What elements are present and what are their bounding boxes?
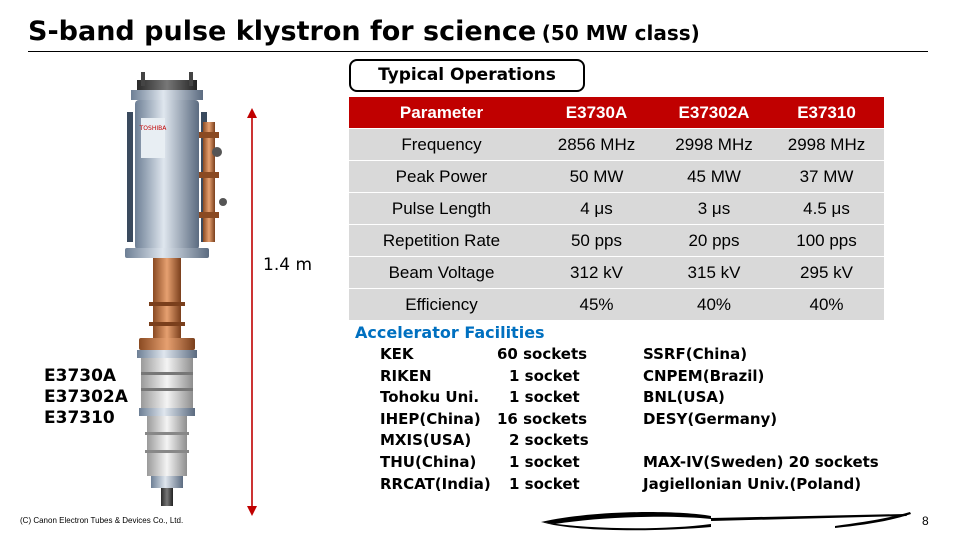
table-row: Efficiency 45% 40% 40% <box>349 288 884 320</box>
table-row: Pulse Length 4 μs 3 μs 4.5 μs <box>349 192 884 224</box>
list-item: DESY(Germany) <box>643 409 778 428</box>
facility-name: MXIS(USA) <box>380 431 472 450</box>
klystron-photo: TOSHIBA <box>125 72 227 506</box>
table-cell: 2856 MHz <box>534 128 659 160</box>
table-cell: 45% <box>534 288 659 320</box>
facility-name: THU(China) <box>380 452 477 471</box>
typical-operations-label: Typical Operations <box>349 59 585 92</box>
socket-count: 1 socket <box>509 366 580 385</box>
header-cell: Parameter <box>349 97 534 128</box>
table-cell: 40% <box>659 288 769 320</box>
table-row: Frequency 2856 MHz 2998 MHz 2998 MHz <box>349 128 884 160</box>
table-cell: 3 μs <box>659 192 769 224</box>
table-cell: 20 pps <box>659 224 769 256</box>
table-cell: 4.5 μs <box>769 192 884 224</box>
facility-list-right: SSRF(China) CNPEM(Brazil) BNL(USA) DESY(… <box>643 344 879 495</box>
table-cell: 100 pps <box>769 224 884 256</box>
title-main: S-band pulse klystron for science <box>28 16 537 47</box>
facility-name: KEK <box>380 345 414 363</box>
socket-count: 2 sockets <box>509 431 589 450</box>
page-number: 8 <box>922 514 929 528</box>
table-header-row: Parameter E3730A E37302A E37310 <box>349 97 884 128</box>
socket-count: 60 sockets <box>497 345 588 363</box>
footer-swoosh-logo <box>541 512 911 531</box>
table-cell: 50 pps <box>534 224 659 256</box>
copyright-notice: (C) Canon Electron Tubes & Devices Co., … <box>20 516 184 525</box>
socket-count: 16 sockets <box>497 409 588 428</box>
table-cell: 40% <box>769 288 884 320</box>
socket-count: 1 socket <box>509 452 580 471</box>
table-cell: Efficiency <box>349 288 534 320</box>
height-label: 1.4 m <box>263 255 312 275</box>
table-cell: 37 MW <box>769 160 884 192</box>
socket-count: 1 socket <box>509 474 580 493</box>
table-cell: 2998 MHz <box>769 128 884 160</box>
spec-table: Parameter E3730A E37302A E37310 Frequenc… <box>349 97 884 320</box>
facility-name: RIKEN <box>380 366 432 385</box>
table-cell: 45 MW <box>659 160 769 192</box>
table-cell: 295 kV <box>769 256 884 288</box>
table-cell: 312 kV <box>534 256 659 288</box>
facility-name: Tohoku Uni. <box>380 388 480 407</box>
accelerator-facilities-title: Accelerator Facilities <box>355 323 545 342</box>
socket-count: 1 socket <box>509 388 580 407</box>
table-cell: 50 MW <box>534 160 659 192</box>
table-cell: Peak Power <box>349 160 534 192</box>
table-row: Beam Voltage 312 kV 315 kV 295 kV <box>349 256 884 288</box>
table-cell: Frequency <box>349 128 534 160</box>
page-title: S-band pulse klystron for science (50 MW… <box>28 16 700 47</box>
list-item <box>643 430 879 452</box>
list-item: SSRF(China) <box>643 345 748 363</box>
list-item: BNL(USA) <box>643 388 725 407</box>
title-sub: (50 MW class) <box>541 21 700 45</box>
table-cell: 4 μs <box>534 192 659 224</box>
table-cell: Repetition Rate <box>349 224 534 256</box>
model-name: E3730A <box>44 366 117 386</box>
svg-text:TOSHIBA: TOSHIBA <box>139 125 168 132</box>
title-underline <box>28 51 928 52</box>
model-list: E3730A E37302A E37310 <box>44 366 128 429</box>
list-item: Jagiellonian Univ.(Poland) <box>643 474 862 493</box>
height-arrow <box>247 108 257 516</box>
table-cell: Pulse Length <box>349 192 534 224</box>
list-item: CNPEM(Brazil) <box>643 366 765 385</box>
table-cell: Beam Voltage <box>349 256 534 288</box>
table-cell: 2998 MHz <box>659 128 769 160</box>
header-cell: E3730A <box>534 97 659 128</box>
list-item: MAX-IV(Sweden) 20 sockets <box>643 452 879 471</box>
header-cell: E37310 <box>769 97 884 128</box>
table-row: Repetition Rate 50 pps 20 pps 100 pps <box>349 224 884 256</box>
table-cell: 315 kV <box>659 256 769 288</box>
facility-name: RRCAT(India) <box>380 474 491 493</box>
facility-name: IHEP(China) <box>380 409 481 428</box>
header-cell: E37302A <box>659 97 769 128</box>
table-row: Peak Power 50 MW 45 MW 37 MW <box>349 160 884 192</box>
model-name: E37310 <box>44 408 115 428</box>
model-name: E37302A <box>44 387 128 407</box>
